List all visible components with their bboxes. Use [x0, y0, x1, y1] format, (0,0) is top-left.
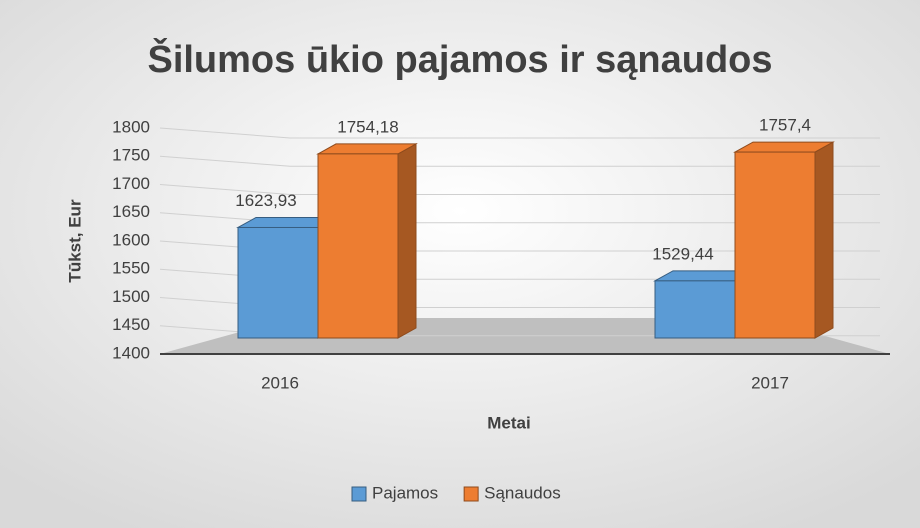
- y-tick-label: 1650: [112, 202, 150, 221]
- grid-line: [159, 184, 880, 195]
- value-label: 1757,4: [759, 116, 811, 135]
- legend-swatch: [351, 486, 367, 502]
- bar: [317, 153, 399, 339]
- grid-line: [159, 127, 880, 139]
- x-tick-label: 2017: [751, 373, 789, 392]
- y-tick-label: 1750: [112, 146, 150, 165]
- y-tick-label: 1800: [112, 117, 150, 136]
- bar: [734, 151, 816, 339]
- grid-line: [159, 155, 880, 167]
- y-tick-label: 1600: [112, 230, 150, 249]
- bar: [654, 280, 736, 339]
- y-tick-label: 1700: [112, 174, 150, 193]
- y-tick-label: 1550: [112, 259, 150, 278]
- x-tick-label: 2016: [261, 373, 299, 392]
- y-tick-label: 1450: [112, 315, 150, 334]
- chart-title: Šilumos ūkio pajamos ir sąnaudos: [147, 36, 772, 81]
- y-tick-label: 1500: [112, 287, 150, 306]
- y-axis-label: Tūkst, Eur: [65, 199, 84, 283]
- bar-top: [733, 141, 835, 153]
- legend-label: Pajamos: [372, 483, 438, 502]
- bar-side: [397, 143, 417, 339]
- x-axis-label: Metai: [487, 413, 530, 432]
- bar-side: [814, 141, 834, 339]
- legend-swatch: [463, 486, 479, 502]
- bar-top: [316, 143, 418, 155]
- value-label: 1623,93: [235, 191, 296, 210]
- value-label: 1754,18: [337, 117, 398, 136]
- y-tick-label: 1400: [112, 343, 150, 362]
- bar: [237, 226, 319, 339]
- value-label: 1529,44: [652, 244, 713, 263]
- legend-label: Sąnaudos: [484, 483, 561, 502]
